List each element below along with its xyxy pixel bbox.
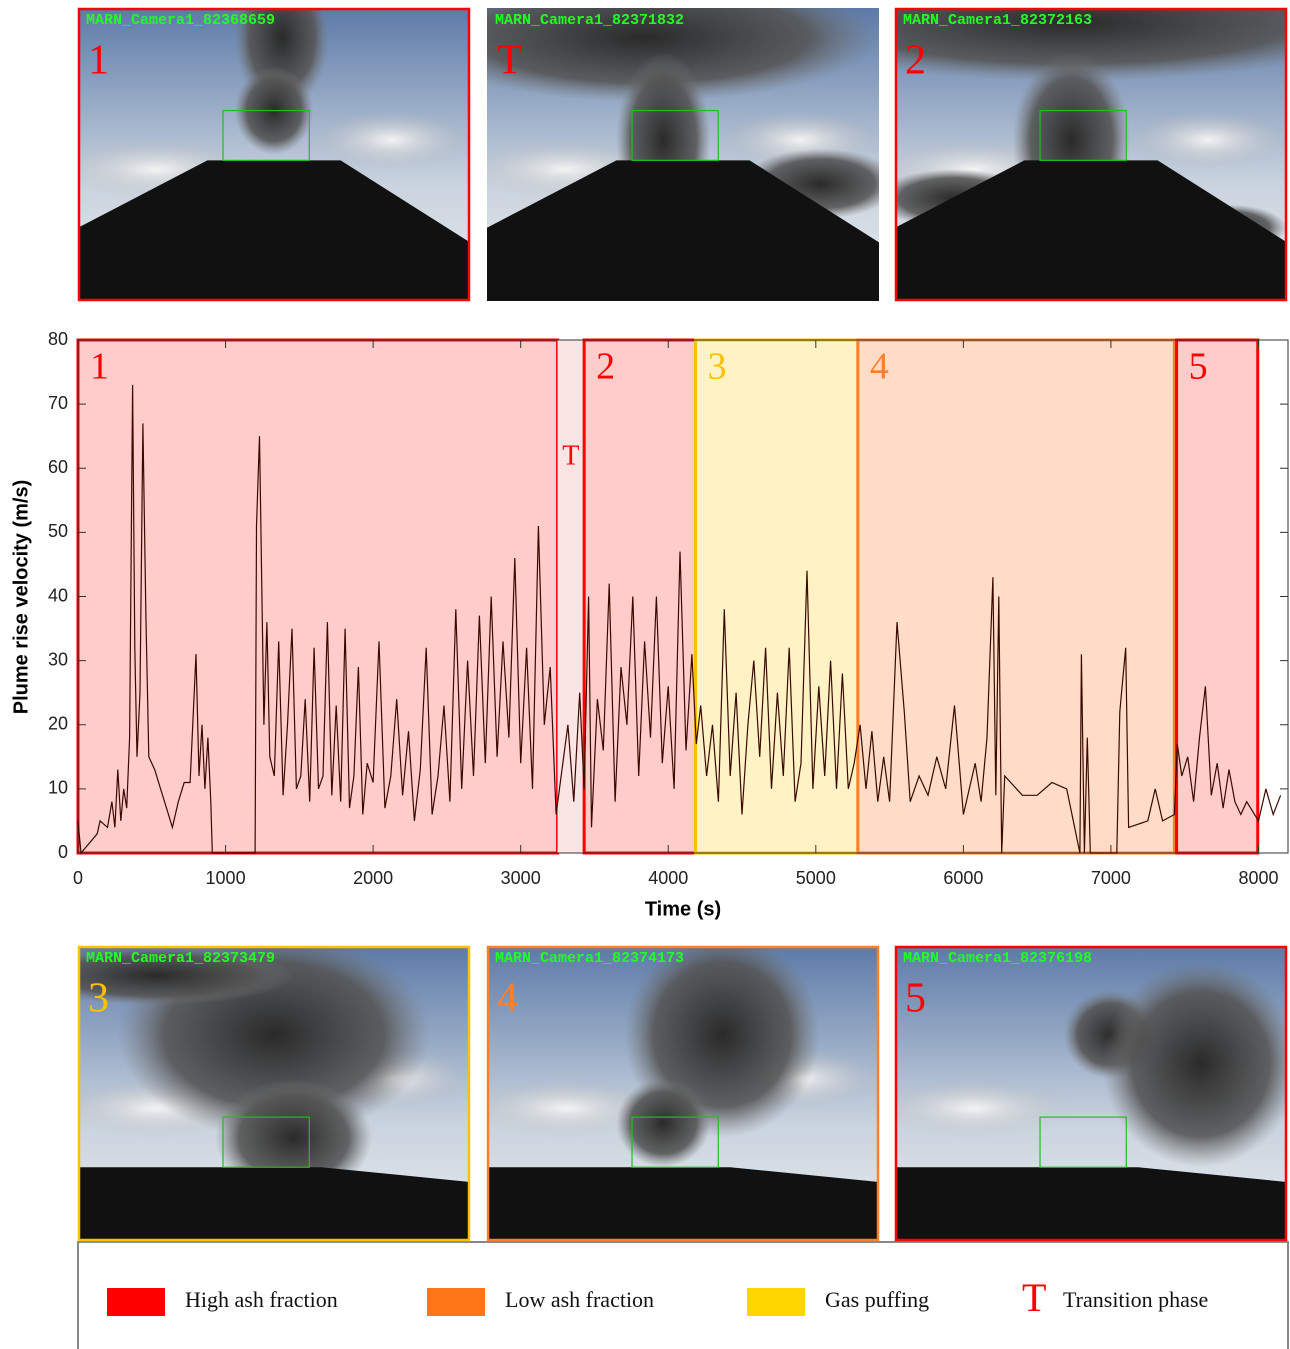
- y-tick-label: 30: [48, 649, 68, 669]
- x-tick-label: 8000: [1238, 868, 1278, 888]
- legend-symbol: T: [1022, 1275, 1046, 1320]
- photo-content: [875, 946, 1290, 1241]
- x-tick-label: 3000: [501, 868, 541, 888]
- photo: MARN_Camera1_82374173 4: [467, 931, 879, 1241]
- phase-region: [696, 340, 858, 853]
- y-tick-label: 40: [48, 585, 68, 605]
- y-tick-label: 50: [48, 521, 68, 541]
- photo-volcano: [487, 1167, 879, 1241]
- photo-phase-label: 1: [88, 38, 109, 84]
- y-tick-label: 80: [48, 329, 68, 349]
- x-axis-label: Time (s): [645, 898, 721, 920]
- photo-volcano: [895, 1167, 1287, 1241]
- legend-swatch: [747, 1288, 805, 1316]
- phase-label: 2: [596, 346, 615, 388]
- photo-cloud: [875, 1079, 1071, 1138]
- legend-swatch: [107, 1288, 165, 1316]
- phase-label: 4: [870, 346, 889, 388]
- photo-phase-label: 5: [905, 976, 926, 1022]
- camera-label: MARN_Camera1_82372163: [903, 12, 1092, 29]
- camera-label: MARN_Camera1_82374173: [495, 950, 684, 967]
- photo-volcano: [78, 1167, 470, 1241]
- legend-label: High ash fraction: [185, 1287, 338, 1312]
- x-tick-label: 4000: [648, 868, 688, 888]
- photo-phase-label: 2: [905, 38, 926, 84]
- phase-label: T: [562, 440, 579, 471]
- photo: MARN_Camera1_82371832 T: [409, 0, 899, 301]
- phase-region: [858, 340, 1175, 853]
- figure: Time (s) Plume rise velocity (m/s) MARN_…: [0, 0, 1290, 1349]
- photo: MARN_Camera1_82376198 5: [875, 946, 1290, 1241]
- y-tick-label: 10: [48, 778, 68, 798]
- x-tick-label: 2000: [353, 868, 393, 888]
- photo: MARN_Camera1_82373479 3: [19, 931, 470, 1241]
- phase-region: [1177, 340, 1258, 853]
- x-tick-label: 6000: [943, 868, 983, 888]
- photo-content: [467, 931, 879, 1241]
- camera-label: MARN_Camera1_82368659: [86, 12, 275, 29]
- legend-label: Gas puffing: [825, 1287, 929, 1312]
- camera-label: MARN_Camera1_82373479: [86, 950, 275, 967]
- phase-label: 3: [708, 346, 727, 388]
- photo-plume: [1103, 961, 1290, 1168]
- photo-phase-label: 4: [497, 976, 518, 1022]
- photo-content: [19, 931, 470, 1241]
- camera-label: MARN_Camera1_82371832: [495, 12, 684, 29]
- photo-content: [58, 0, 470, 301]
- y-tick-label: 20: [48, 714, 68, 734]
- x-tick-label: 0: [73, 868, 83, 888]
- y-tick-label: 70: [48, 393, 68, 413]
- x-tick-label: 7000: [1091, 868, 1131, 888]
- camera-label: MARN_Camera1_82376198: [903, 950, 1092, 967]
- photo-phase-label: T: [497, 38, 523, 84]
- y-axis-label: Plume rise velocity (m/s): [10, 480, 32, 715]
- phase-label: 1: [90, 346, 109, 388]
- photo-content: [409, 0, 899, 301]
- photo: MARN_Camera1_82368659 1: [58, 0, 470, 301]
- photo-plume: [616, 1079, 710, 1168]
- legend-label: Transition phase: [1063, 1287, 1208, 1312]
- photo-phase-label: 3: [88, 976, 109, 1022]
- phase-label: 5: [1189, 346, 1208, 388]
- y-tick-label: 60: [48, 457, 68, 477]
- y-tick-label: 0: [58, 842, 68, 862]
- x-tick-label: 5000: [796, 868, 836, 888]
- legend-swatch: [427, 1288, 485, 1316]
- x-tick-label: 1000: [206, 868, 246, 888]
- legend-label: Low ash fraction: [505, 1287, 654, 1312]
